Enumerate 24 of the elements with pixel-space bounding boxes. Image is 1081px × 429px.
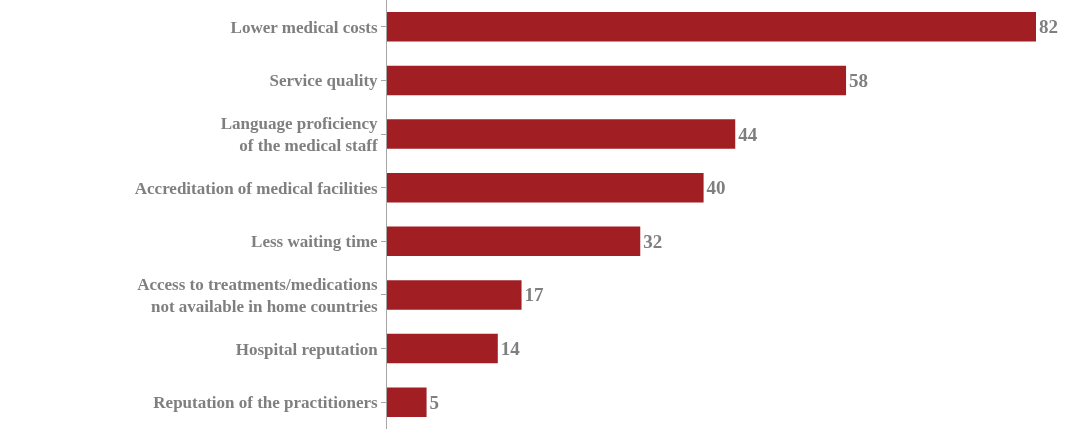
data-label: 44 xyxy=(738,123,758,145)
data-label: 40 xyxy=(706,177,726,199)
y-tick-label: Less waiting time xyxy=(251,232,379,252)
data-label: 17 xyxy=(524,284,545,306)
data-label: 14 xyxy=(500,338,521,360)
bar xyxy=(387,12,1036,42)
y-tick-label: Accreditation of medical facilities xyxy=(134,178,378,198)
bar xyxy=(387,280,522,310)
data-label: 58 xyxy=(849,69,869,91)
y-tick-label: Reputation of the practitioners xyxy=(153,393,378,413)
bar xyxy=(387,333,498,364)
bar xyxy=(387,226,641,257)
y-tick-label: Lower medical costs xyxy=(230,17,378,37)
bar xyxy=(387,65,847,96)
y-tick-label: Service quality xyxy=(269,71,379,91)
y-tick-label: Access to treatments/medications not available in home countries xyxy=(137,274,378,316)
data-label: 32 xyxy=(643,230,663,252)
bar xyxy=(387,119,736,149)
bar xyxy=(387,387,427,417)
y-tick-label: Hospital reputation xyxy=(235,339,379,359)
y-tick-label: Language proficiency of the medical staff xyxy=(220,113,379,156)
bar xyxy=(387,172,704,203)
data-label: 82 xyxy=(1039,16,1058,38)
data-label: 5 xyxy=(429,391,440,413)
